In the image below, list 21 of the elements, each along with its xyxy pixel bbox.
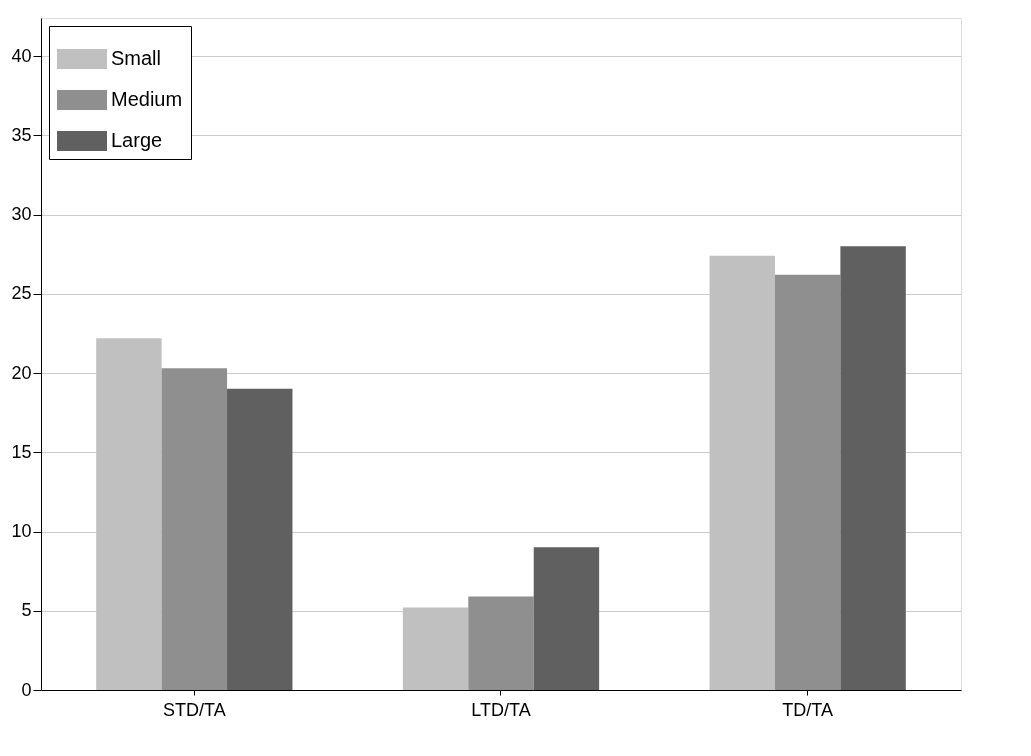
y-tick-label: 15 (11, 441, 32, 462)
y-tick-label: 10 (11, 521, 32, 542)
y-tick-label: 5 (21, 600, 32, 621)
y-tick-label: 25 (11, 283, 32, 304)
legend-label: Medium (111, 88, 183, 110)
bar (533, 547, 600, 690)
x-tick-label: STD/TA (163, 699, 226, 720)
bar (161, 368, 228, 690)
bar (840, 246, 906, 690)
x-tick-label: LTD/TA (471, 699, 531, 720)
y-tick-label: 20 (11, 362, 32, 383)
bar (774, 274, 841, 690)
y-tick-label: 35 (11, 124, 32, 145)
legend-label: Small (111, 47, 162, 69)
legend-label: Large (111, 129, 163, 151)
y-tick-label: 0 (21, 679, 32, 700)
bar (468, 596, 534, 690)
bar (227, 388, 293, 690)
y-tick-label: 30 (11, 204, 32, 225)
y-tick-label: 40 (11, 45, 32, 66)
x-tick-label: TD/TA (782, 699, 833, 720)
